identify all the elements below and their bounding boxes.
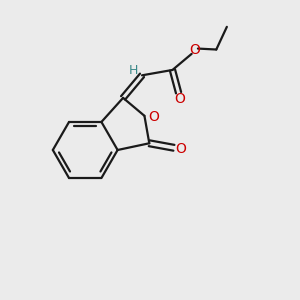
Text: H: H <box>128 64 138 77</box>
Text: O: O <box>148 110 159 124</box>
Text: O: O <box>175 142 186 156</box>
Text: O: O <box>190 43 201 57</box>
Text: O: O <box>175 92 185 106</box>
